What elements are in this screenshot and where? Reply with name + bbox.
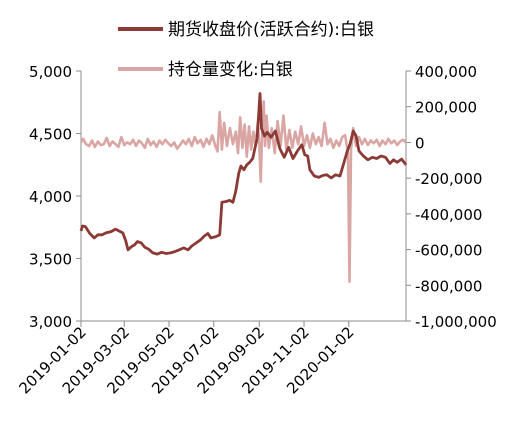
series-line-price [79,92,408,256]
y-left-tick-label: 4,500 [29,126,72,144]
series-line-position-change [79,100,407,284]
y-right-tick-label: 400,000 [415,63,477,81]
y-right-tick-label: -1,000,000 [415,313,497,331]
series-layer [79,92,408,284]
y-right-tick-label: -600,000 [415,242,482,260]
legend-label-price: 期货收盘价(活跃合约):白银 [168,20,374,40]
y-left-tick-label: 4,000 [29,188,72,206]
y-right-tick-label: -800,000 [415,277,482,295]
y-left-tick-label: 3,500 [29,251,72,269]
y-right-tick-label: 0 [415,134,425,152]
legend-label-position: 持仓量变化:白银 [168,60,293,80]
y-right-tick-label: -200,000 [415,170,482,188]
axes: 3,000 3,500 4,000 4,500 5,000 -1,000,000 -800,… [15,63,496,397]
y-left-tick-label: 3,000 [29,313,72,331]
y-right-tick-label: -400,000 [415,206,482,224]
y-right-tick-label: 200,000 [415,99,477,117]
legend: 期货收盘价(活跃合约):白银 持仓量变化:白银 [118,20,374,80]
y-left-tick-label: 5,000 [29,63,72,81]
